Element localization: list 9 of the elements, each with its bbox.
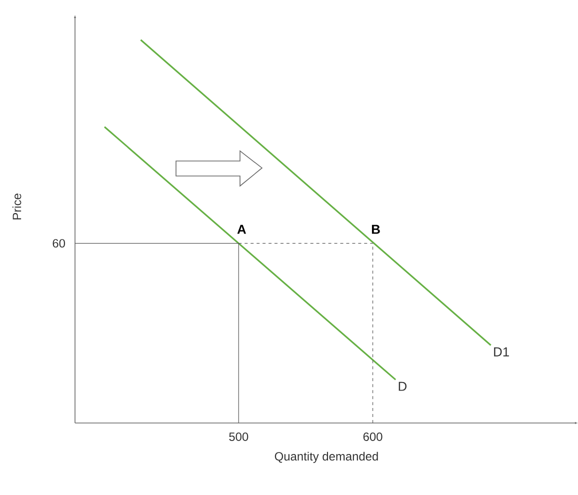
annotation: 60 xyxy=(52,239,66,248)
series-label: D xyxy=(398,382,407,391)
annotation: B xyxy=(372,224,380,234)
x-axis-title: Quantity demanded xyxy=(274,452,378,463)
series-label: D1 xyxy=(494,347,509,356)
annotation: A xyxy=(237,224,246,234)
x-tick-label: 500 xyxy=(229,432,248,441)
x-tick-label: 600 xyxy=(363,432,382,441)
y-axis-title: Price xyxy=(12,194,22,220)
